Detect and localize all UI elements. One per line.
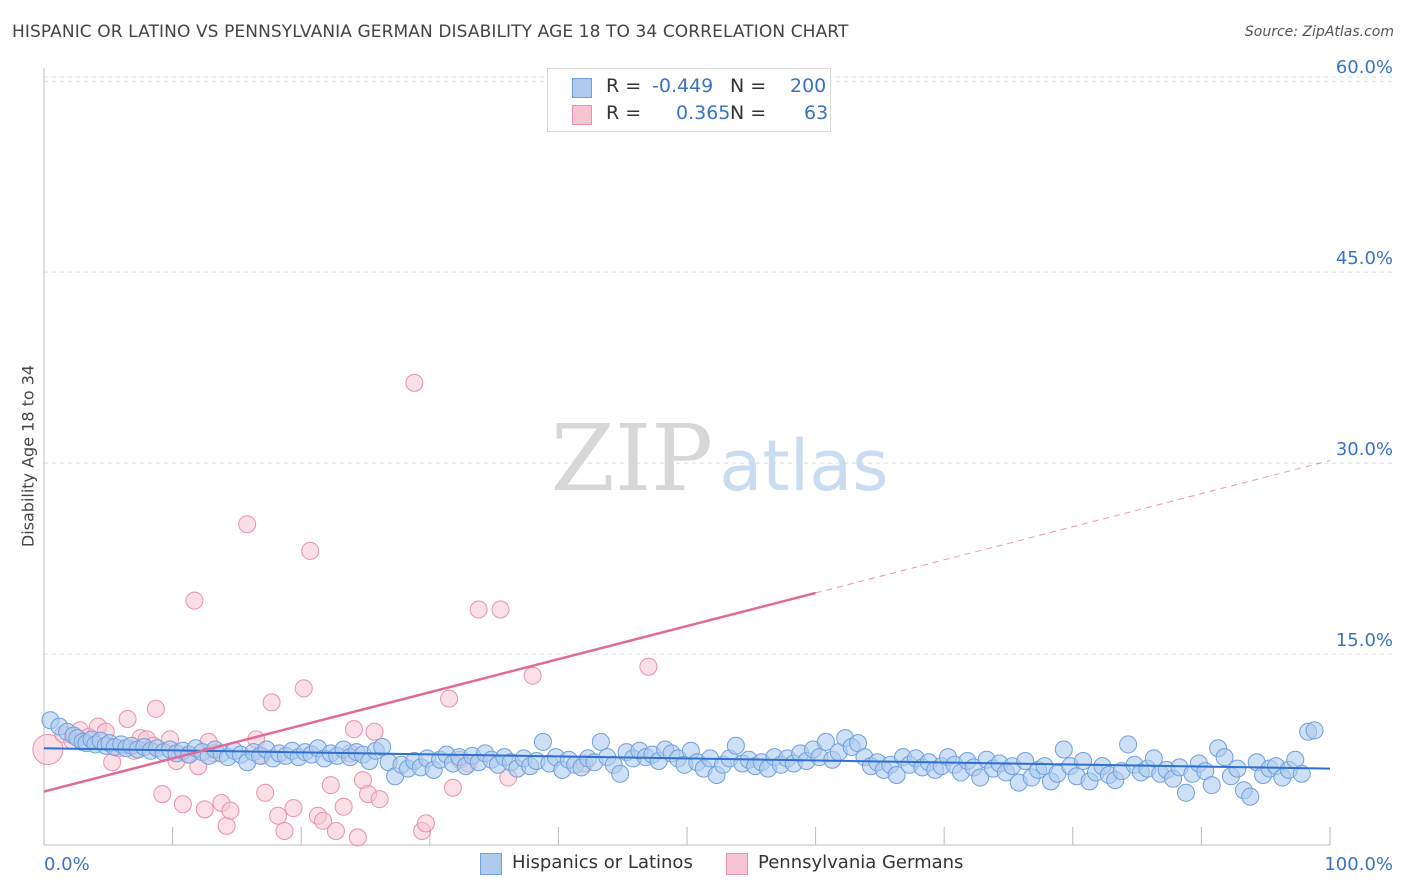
legend-n-value: 200 xyxy=(790,75,827,97)
y-tick-label: 60.0% xyxy=(1336,57,1393,78)
hispanic-point xyxy=(726,736,745,755)
pa-german-point xyxy=(284,799,303,818)
hispanic-point xyxy=(1016,751,1035,770)
grid xyxy=(44,76,1392,655)
pa-german-point xyxy=(321,776,340,795)
pa-german-point xyxy=(469,600,488,619)
trend-lines xyxy=(43,460,1331,793)
legend-r-label: R = xyxy=(606,75,642,97)
pa-german-point xyxy=(238,515,257,534)
legend-swatch-pink xyxy=(572,105,592,125)
pa-germans-trend-extension xyxy=(815,460,1331,594)
hispanic-point xyxy=(611,764,630,783)
pa-german-point xyxy=(370,790,389,809)
legend-n-label: N = xyxy=(730,102,767,124)
pa-german-point xyxy=(118,709,137,728)
pa-germans-trend-line xyxy=(43,591,816,793)
hispanic-point xyxy=(1292,764,1311,783)
pa-german-point xyxy=(185,591,204,610)
pa-german-point xyxy=(269,806,288,825)
pa-german-point xyxy=(523,666,542,685)
hispanic-point xyxy=(1241,787,1260,806)
x-tick-label: 100.0% xyxy=(1324,854,1393,875)
y-tick-label: 15.0% xyxy=(1336,630,1393,651)
pa-german-point xyxy=(256,783,275,802)
legend-r-value: 0.365 xyxy=(676,102,731,124)
pa-german-point xyxy=(440,689,459,708)
pa-german-point xyxy=(443,778,462,797)
bottom-legend-label: Pennsylvania Germans xyxy=(758,852,964,873)
hispanic-point xyxy=(1176,783,1195,802)
hispanic-point xyxy=(1215,748,1234,767)
hispanic-point xyxy=(1119,735,1138,754)
pa-german-point xyxy=(217,816,236,835)
pa-german-point xyxy=(262,693,281,712)
hispanic-point xyxy=(887,765,906,784)
y-tick-label: 45.0% xyxy=(1336,248,1393,269)
x-tick-label: 0.0% xyxy=(44,854,90,875)
pa-german-point xyxy=(491,600,510,619)
bottom-legend-swatch-blue xyxy=(480,853,502,875)
source-label: Source: ZipAtlas.com xyxy=(1244,24,1394,40)
legend-n-value: 63 xyxy=(804,102,829,124)
legend-n-label: N = xyxy=(730,75,767,97)
pa-german-point xyxy=(348,828,367,847)
y-tick-label: 30.0% xyxy=(1336,439,1393,460)
watermark-atlas: atlas xyxy=(719,425,888,507)
pa-german-point xyxy=(275,821,294,840)
pa-german-point xyxy=(173,795,192,814)
hispanics-trend-line xyxy=(43,747,1331,770)
hispanic-point xyxy=(533,732,552,751)
pa-german-point xyxy=(146,699,165,718)
pa-german-point xyxy=(153,785,172,804)
hispanic-point xyxy=(1202,776,1221,795)
hispanic-point xyxy=(1228,759,1247,778)
legend-r-value: -0.449 xyxy=(652,75,714,97)
tick-labels: 15.0% 30.0% 45.0% 60.0% 0.0% 100.0% xyxy=(44,57,1393,875)
pa-german-point xyxy=(195,800,214,819)
pa-german-point xyxy=(405,373,424,392)
watermark-zip: ZIP xyxy=(551,405,713,512)
correlation-legend: R = -0.449 N = 200 R = 0.365 N = 63 xyxy=(547,68,831,132)
hispanic-point xyxy=(1144,749,1163,768)
chart-title: HISPANIC OR LATINO VS PENNSYLVANIA GERMA… xyxy=(12,22,849,42)
hispanic-point xyxy=(1305,721,1324,740)
pa-german-point xyxy=(326,821,345,840)
hispanic-point xyxy=(1054,740,1073,759)
legend-r-label: R = xyxy=(606,102,642,124)
bottom-legend-label: Hispanics or Latinos xyxy=(512,852,693,873)
pa-german-point xyxy=(416,814,435,833)
hispanics-points xyxy=(41,711,1324,806)
pa-german-point xyxy=(301,541,320,560)
pa-german-point xyxy=(221,801,240,820)
hispanic-point xyxy=(971,768,990,787)
pa-german-point xyxy=(365,722,384,741)
hispanic-point xyxy=(373,737,392,756)
pa-german-point xyxy=(344,720,363,739)
hispanic-point xyxy=(816,732,835,751)
watermark: ZIP atlas xyxy=(551,405,889,512)
pa-german-point xyxy=(294,679,313,698)
pa-german-point xyxy=(334,797,353,816)
pa-german-point xyxy=(314,811,333,830)
hispanic-point xyxy=(591,732,610,751)
bottom-legend-swatch-pink xyxy=(726,853,748,875)
pa-german-point xyxy=(639,657,658,676)
legend-swatch-blue xyxy=(572,78,592,98)
